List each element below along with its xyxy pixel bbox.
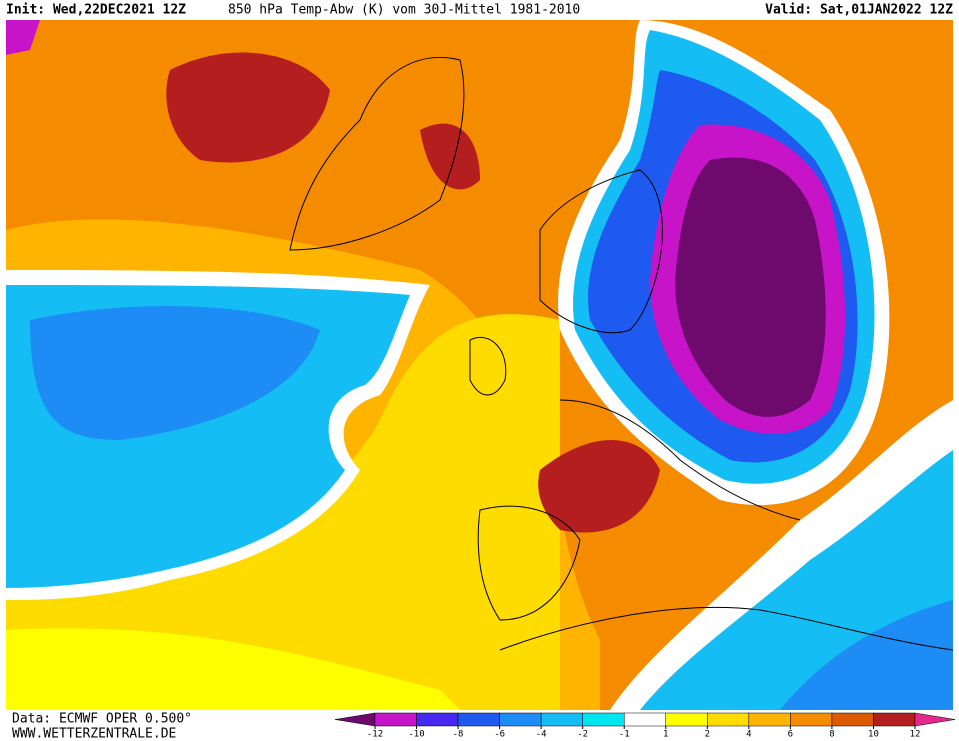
colorbar-tick-label: -12 [367,730,383,740]
colorbar-segment [790,712,833,727]
anomaly-area [860,20,953,160]
colorbar-tick-label: -1 [619,730,630,740]
coastline [469,336,507,396]
colorbar-tick-label: -2 [577,730,588,740]
colorbar-tick-label: 8 [829,730,834,740]
coastline [477,505,581,621]
colorbar-segment [582,712,625,727]
map-title: 850 hPa Temp-Abw (K) vom 30J-Mittel 1981… [228,3,580,18]
data-source: Data: ECMWF OPER 0.500° [12,712,192,727]
colorbar-tick-label: -4 [536,730,547,740]
colorbar-tick-label: 12 [910,730,921,740]
colorbar-segment [873,712,916,727]
anomaly-area [675,157,826,417]
anomaly-area [538,440,660,533]
anomaly-area [6,314,560,710]
anomaly-area [6,20,40,55]
header-background [0,0,959,20]
colorbar-tick-label: 1 [663,730,668,740]
coastline [499,606,954,651]
colorbar-tick-label: -8 [453,730,464,740]
colorbar-tick-label: -6 [494,730,505,740]
colorbar-segment [665,712,708,727]
website: WWW.WETTERZENTRALE.DE [12,727,176,741]
colorbar-tick-label: 10 [868,730,879,740]
colorbar-tick-label: 4 [746,730,751,740]
anomaly-area [6,628,460,710]
coastline [539,169,663,334]
anomaly-area [166,52,330,163]
map [6,20,954,710]
colorbar-arrow [914,712,956,727]
colorbar-segment [499,712,542,727]
anomaly-area [780,600,953,710]
colorbar: -12 -10 -8 -6 -4 -2 -1 1 2 4 6 8 10 12 [334,712,956,740]
init-time: Init: Wed,22DEC2021 12Z [6,3,186,18]
colorbar-segment [748,712,791,727]
colorbar-segment [623,712,667,727]
colorbar-tick-label: -10 [408,730,424,740]
coastline [289,57,465,251]
colorbar-segment [374,712,417,727]
colorbar-segment [540,712,583,727]
colorbar-segment [707,712,750,727]
colorbar-segment [457,712,500,727]
anomaly-area [420,123,480,190]
colorbar-tick-label: 2 [705,730,710,740]
colorbar-tick-label: 6 [788,730,793,740]
colorbar-segment [416,712,459,727]
coastline [559,399,801,521]
anomaly-area [30,306,320,440]
colorbar-segment [831,712,874,727]
valid-time: Valid: Sat,01JAN2022 12Z [765,3,953,18]
